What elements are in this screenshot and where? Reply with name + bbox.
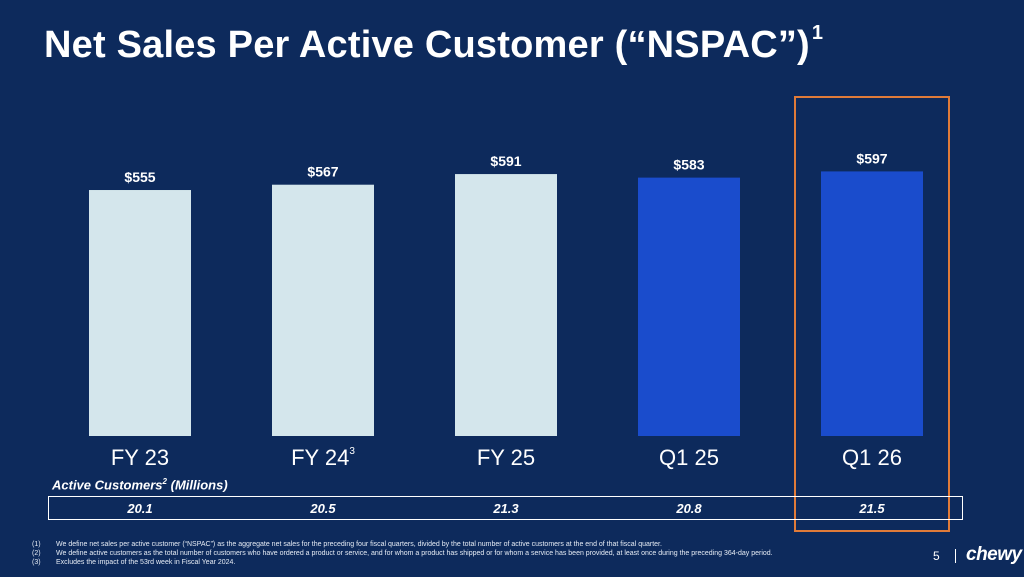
category-label: FY 243 bbox=[291, 445, 355, 470]
bar-fy-23 bbox=[89, 190, 191, 436]
bar-q1-25 bbox=[638, 177, 740, 437]
footnote: (1) We define net sales per active custom… bbox=[32, 541, 662, 548]
page-number: 5 bbox=[933, 549, 940, 563]
footnote: (2) We define active customers as the tot… bbox=[32, 550, 773, 557]
footnote: (3) Excludes the impact of the 53rd week … bbox=[32, 559, 236, 566]
bar-fy-24 bbox=[272, 184, 374, 436]
footer-divider bbox=[955, 549, 956, 563]
highlight-box-q1-26 bbox=[794, 96, 950, 532]
category-label: FY 25 bbox=[477, 445, 535, 470]
bar-value-label: $555 bbox=[124, 169, 155, 185]
bar-fy-25 bbox=[455, 174, 557, 437]
bar-q1-26 bbox=[821, 171, 923, 436]
active-customers-value: 20.8 bbox=[676, 501, 702, 516]
active-customers-value: 20.5 bbox=[310, 501, 336, 516]
active-customers-value: 21.5 bbox=[859, 501, 885, 516]
category-label: FY 23 bbox=[111, 445, 169, 470]
active-customers-value: 20.1 bbox=[127, 501, 153, 516]
bar-value-label: $591 bbox=[490, 153, 521, 169]
bar-value-label: $597 bbox=[856, 150, 887, 166]
chewy-logo: chewy bbox=[966, 544, 1022, 565]
title-superscript: 1 bbox=[811, 22, 824, 44]
active-customers-title: Active Customers2 (Millions) bbox=[52, 477, 228, 493]
bar-value-label: $567 bbox=[307, 164, 338, 180]
active-customers-box bbox=[48, 496, 963, 520]
footnotes: (1) We define net sales per active custom… bbox=[32, 540, 912, 567]
slide-title: Net Sales Per Active Customer (“NSPAC”) 1 bbox=[44, 22, 824, 66]
category-label: Q1 26 bbox=[842, 445, 902, 470]
bar-value-label: $583 bbox=[673, 157, 704, 173]
category-label: Q1 25 bbox=[659, 445, 719, 470]
active-customers-value: 21.3 bbox=[493, 501, 519, 516]
